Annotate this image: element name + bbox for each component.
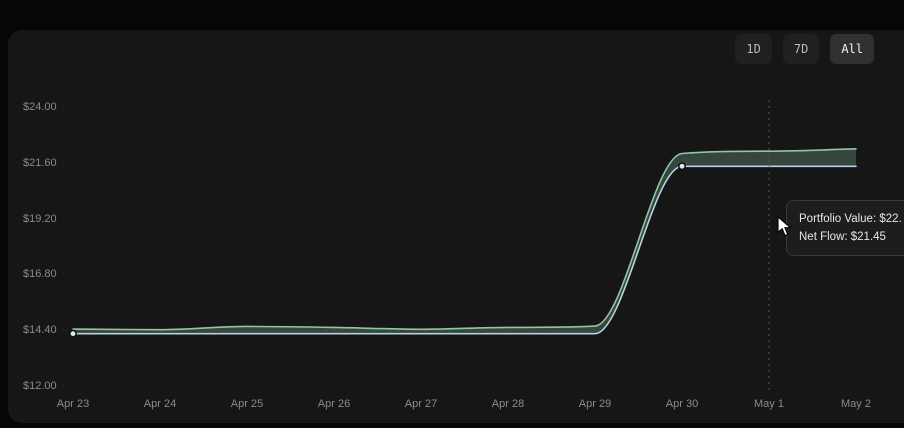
chart-panel <box>8 30 904 423</box>
range-button-7d[interactable]: 7D <box>782 34 820 64</box>
time-range-selector: 1D 7D All <box>735 34 874 64</box>
range-button-all[interactable]: All <box>830 34 874 64</box>
range-button-1d[interactable]: 1D <box>735 34 772 64</box>
mouse-cursor <box>777 216 792 237</box>
tooltip-portfolio-value: Portfolio Value: $22. <box>799 213 902 225</box>
chart-tooltip: Portfolio Value: $22. Net Flow: $21.45 <box>786 200 904 256</box>
tooltip-net-flow: Net Flow: $21.45 <box>799 231 886 243</box>
